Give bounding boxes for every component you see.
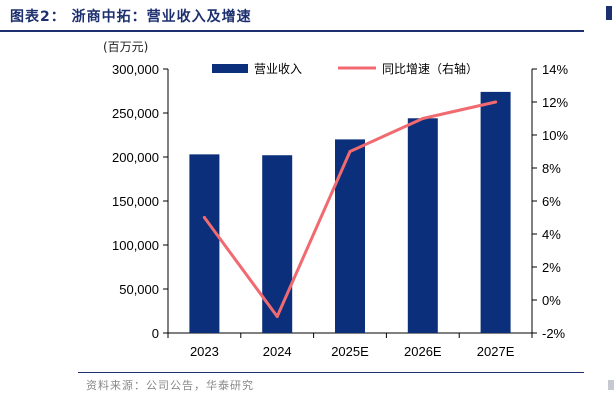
source-divider	[78, 372, 584, 373]
line-point	[348, 150, 352, 153]
right-tick-label: 6%	[542, 194, 561, 209]
left-tick-label: 0	[152, 326, 159, 341]
left-tick-label: 300,000	[112, 62, 159, 77]
right-y-axis: -2% 0% 2% 4% 6% 8% 10% 12% 14%	[531, 62, 568, 341]
unit-label: (百万元)	[103, 40, 149, 54]
legend-bar-label: 营业收入	[254, 62, 302, 76]
left-y-axis: 0 50,000 100,000 150,000 200,000 250,000 300,0…	[112, 62, 169, 341]
line-point	[421, 117, 425, 120]
legend: 营业收入 同比增速（右轴）	[212, 61, 478, 76]
line-point	[275, 315, 279, 318]
source-note: 资料来源：公司公告，华泰研究	[86, 379, 254, 392]
left-tick-label: 250,000	[112, 106, 159, 121]
bar	[407, 118, 438, 333]
x-tick-label: 2027E	[477, 344, 515, 359]
bar-series	[189, 91, 511, 333]
next-figure-edge-bottom	[608, 380, 614, 390]
right-tick-label: 10%	[542, 128, 568, 143]
line-series	[202, 100, 498, 318]
right-tick-label: 0%	[542, 293, 561, 308]
bar	[480, 91, 511, 333]
bar	[262, 155, 293, 333]
line-point	[494, 100, 498, 104]
right-tick-label: 12%	[542, 95, 568, 110]
next-figure-edge	[606, 6, 612, 20]
right-tick-label: 4%	[542, 227, 561, 242]
left-tick-label: 100,000	[112, 238, 159, 253]
legend-bar-swatch	[212, 64, 248, 73]
right-tick-label: 14%	[542, 62, 568, 77]
x-tick-label: 2024	[263, 344, 292, 359]
x-tick-label: 2023	[190, 344, 219, 359]
x-tick-label: 2025E	[331, 344, 369, 359]
line-point	[202, 216, 206, 219]
x-tick-label: 2026E	[404, 344, 442, 359]
bar	[335, 139, 365, 333]
x-axis: 2023 2024 2025E 2026E 2027E	[167, 332, 533, 359]
bar	[189, 154, 220, 333]
legend-line-label: 同比增速（右轴）	[382, 61, 478, 76]
left-tick-label: 50,000	[119, 282, 159, 297]
figure-title: 图表2： 浙商中拓：营业收入及增速	[10, 9, 252, 25]
title-divider	[0, 30, 584, 32]
right-tick-label: 8%	[542, 161, 561, 176]
left-tick-label: 150,000	[112, 194, 159, 209]
left-tick-label: 200,000	[112, 150, 159, 165]
right-tick-label: -2%	[542, 326, 566, 341]
right-tick-label: 2%	[542, 260, 561, 275]
